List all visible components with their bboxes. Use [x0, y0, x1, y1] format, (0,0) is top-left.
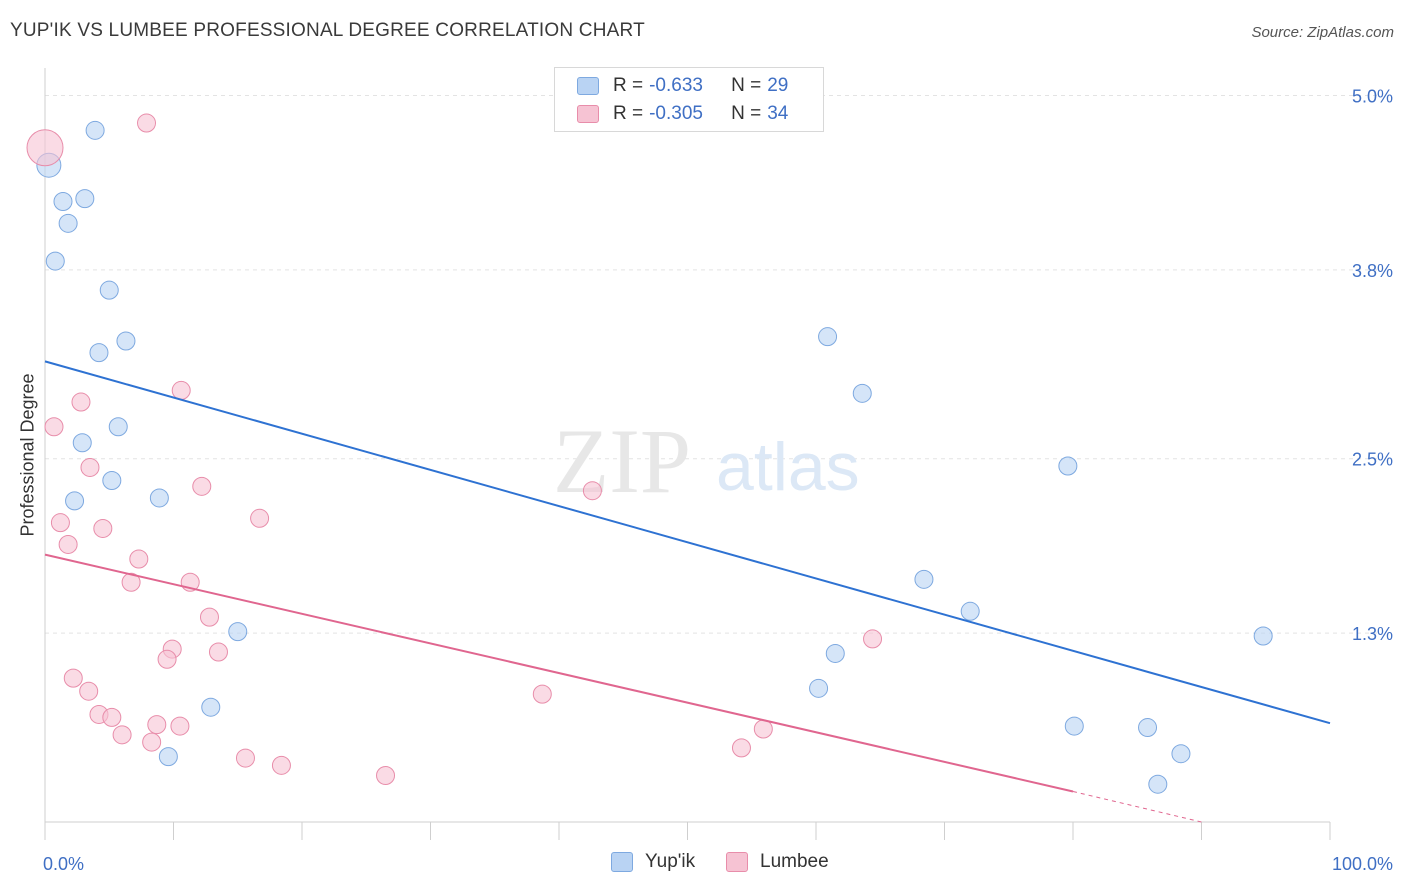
lumbee-legend-label: Lumbee — [760, 851, 829, 872]
lumbee-point — [192, 476, 212, 496]
yupik-point — [1064, 716, 1084, 736]
yupik-point — [149, 488, 169, 508]
lumbee-point — [93, 518, 113, 538]
lumbee-point — [137, 113, 157, 133]
lumbee-point — [80, 457, 100, 477]
lumbee-point — [50, 513, 70, 533]
lumbee-point — [753, 719, 773, 739]
legend-r-label: R = — [613, 75, 644, 96]
lumbee-point — [129, 549, 149, 569]
lumbee-point — [44, 417, 64, 437]
yupik-point — [809, 678, 829, 698]
lumbee-point — [79, 681, 99, 701]
lumbee-point — [171, 380, 191, 400]
lumbee-point — [731, 738, 751, 758]
lumbee-legend-swatch — [726, 852, 748, 872]
legend-r-label: R = — [613, 103, 644, 124]
y-axis-label: Professional Degree — [17, 373, 38, 537]
legend-item-lumbee[interactable]: Lumbee — [726, 851, 829, 873]
y-tick-label: 1.3% — [1352, 624, 1393, 644]
yupik-point — [1148, 774, 1168, 794]
yupik-point — [1171, 744, 1191, 764]
lumbee-point — [271, 755, 291, 775]
yupik-point — [108, 417, 128, 437]
yupik-point — [85, 120, 105, 140]
yupik-point — [89, 343, 109, 363]
legend-item-yupik[interactable]: Yup'ik — [611, 851, 695, 873]
lumbee-point — [58, 534, 78, 554]
legend-row-lumbee: R = -0.305 N = 34 — [577, 100, 788, 128]
legend-n-label: N = — [731, 75, 762, 96]
yupik-swatch — [577, 77, 599, 95]
yupik-point — [818, 327, 838, 347]
legend-r-value: -0.633 — [649, 75, 703, 96]
y-tick-label: 3.8% — [1352, 261, 1393, 281]
source-label: Source: ZipAtlas.com — [1251, 24, 1394, 41]
x-tick-label: 100.0% — [1332, 854, 1393, 874]
yupik-point — [201, 697, 221, 717]
y-tick-label: 5.0% — [1352, 86, 1393, 106]
yupik-point — [1138, 718, 1158, 738]
x-tick-label: 0.0% — [43, 854, 84, 874]
watermark-zip: ZIP — [553, 410, 691, 512]
lumbee-trend-extension — [1072, 790, 1202, 823]
lumbee-point — [63, 668, 83, 688]
legend-n-value: 29 — [767, 75, 789, 96]
correlation-legend: R = -0.633 N = 29 R = -0.305 N = 34 — [554, 67, 824, 132]
lumbee-point — [582, 481, 602, 501]
y-tick-label: 2.5% — [1352, 450, 1393, 470]
legend-row-yupik: R = -0.633 N = 29 — [577, 72, 788, 100]
chart-title: YUP'IK VS LUMBEE PROFESSIONAL DEGREE COR… — [10, 20, 645, 41]
yupik-point — [960, 601, 980, 621]
yupik-legend-swatch — [611, 852, 633, 872]
lumbee-point — [208, 642, 228, 662]
lumbee-point — [532, 684, 552, 704]
yupik-point — [228, 622, 248, 642]
yupik-point — [99, 280, 119, 300]
yupik-point — [58, 213, 78, 233]
lumbee-point — [102, 707, 122, 727]
yupik-point — [75, 189, 95, 209]
lumbee-point — [170, 716, 190, 736]
lumbee-point — [112, 725, 132, 745]
yupik-point — [45, 251, 65, 271]
legend-n-label: N = — [731, 103, 762, 124]
legend-n-value: 34 — [767, 103, 789, 124]
lumbee-point — [71, 392, 91, 412]
yupik-point — [914, 569, 934, 589]
yupik-trend-line — [44, 360, 1331, 725]
yupik-point — [825, 643, 845, 663]
yupik-point — [102, 471, 122, 491]
series-legend: Yup'ik Lumbee — [0, 851, 1406, 877]
yupik-legend-label: Yup'ik — [645, 851, 696, 872]
yupik-point — [1058, 456, 1078, 476]
lumbee-point — [142, 732, 162, 752]
lumbee-point — [121, 572, 141, 592]
lumbee-point — [157, 649, 177, 669]
lumbee-point — [235, 748, 255, 768]
yupik-point — [1253, 626, 1273, 646]
lumbee-point — [376, 766, 396, 785]
legend-r-value: -0.305 — [649, 103, 703, 124]
lumbee-trend-line — [44, 553, 1074, 793]
yupik-point — [116, 331, 136, 351]
lumbee-point — [147, 715, 167, 735]
yupik-point — [852, 383, 872, 403]
lumbee-point — [199, 607, 219, 627]
yupik-point — [158, 747, 178, 767]
lumbee-swatch — [577, 105, 599, 123]
lumbee-point — [250, 508, 270, 528]
lumbee-point — [863, 629, 883, 649]
watermark-atlas: atlas — [716, 429, 860, 505]
lumbee-point — [26, 129, 64, 167]
yupik-point — [53, 192, 73, 212]
yupik-point — [65, 491, 85, 511]
yupik-point — [72, 433, 92, 453]
